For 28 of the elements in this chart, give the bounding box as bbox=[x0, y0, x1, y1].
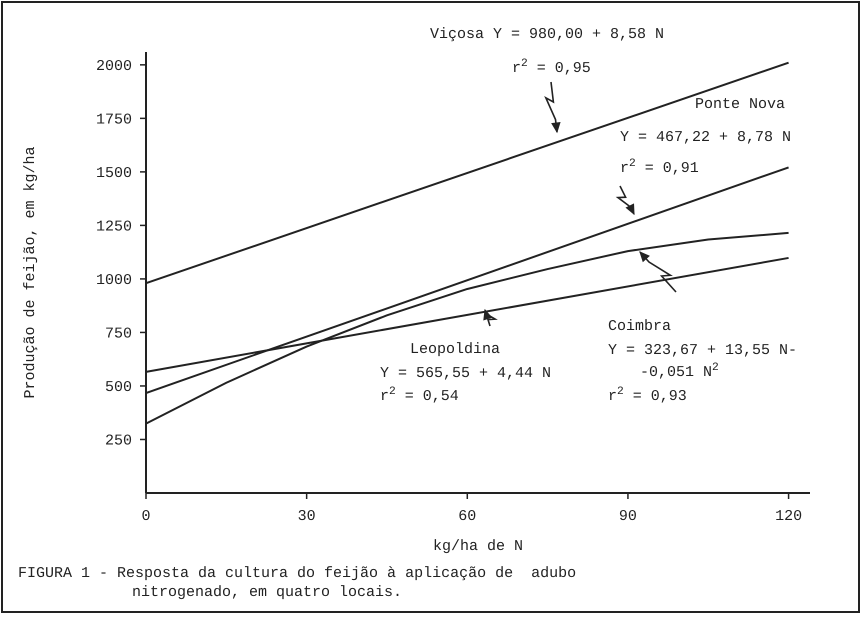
annotation: Ponte Nova bbox=[695, 96, 786, 113]
y-tick-label: 500 bbox=[104, 379, 132, 396]
x-tick-label: 0 bbox=[141, 508, 151, 525]
annotation: r$^{2}$ = 0,54 bbox=[380, 386, 459, 405]
x-tick-label: 60 bbox=[458, 508, 476, 525]
annotation: r$^{2}$ = 0,93 bbox=[608, 386, 687, 405]
annotation: -0,051 N$^{2}$ bbox=[640, 362, 719, 381]
y-tick-label: 1500 bbox=[96, 165, 132, 182]
x-axis-title: kg/ha de N bbox=[432, 538, 524, 555]
x-tick-label: 30 bbox=[298, 508, 316, 525]
y-tick-label: 1750 bbox=[96, 112, 132, 129]
annotation: Y = 565,55 + 4,44 N bbox=[380, 365, 552, 382]
annotation: Y = 467,22 + 8,78 N bbox=[620, 129, 792, 146]
annotation: Leopoldina bbox=[410, 341, 500, 358]
y-axis-title: Produção de feijão, em kg/ha bbox=[22, 146, 39, 399]
x-tick-label: 120 bbox=[775, 508, 802, 525]
y-tick-label: 1000 bbox=[96, 272, 132, 290]
y-tick-label: 2000 bbox=[96, 58, 132, 76]
text: Viçosa Y = 980,00 + 8,58 N bbox=[430, 26, 664, 43]
annotation: r$^{2}$ = 0,95 bbox=[512, 58, 591, 77]
text: FIGURA 1 - Resposta da cultura do feijão à aplicação de adubo nitrogenado, em quatro locais. bbox=[18, 565, 576, 601]
x-tick-label: 90 bbox=[618, 508, 637, 525]
annotation: Y = 323,67 + 13,55 N- bbox=[608, 342, 798, 359]
y-tick-label: 750 bbox=[104, 326, 132, 343]
annotation: Coimbra bbox=[608, 318, 672, 335]
y-tick-label: 1250 bbox=[96, 218, 132, 236]
annotation: r$^{2}$ = 0,91 bbox=[620, 158, 699, 177]
y-tick-label: 250 bbox=[104, 432, 132, 450]
